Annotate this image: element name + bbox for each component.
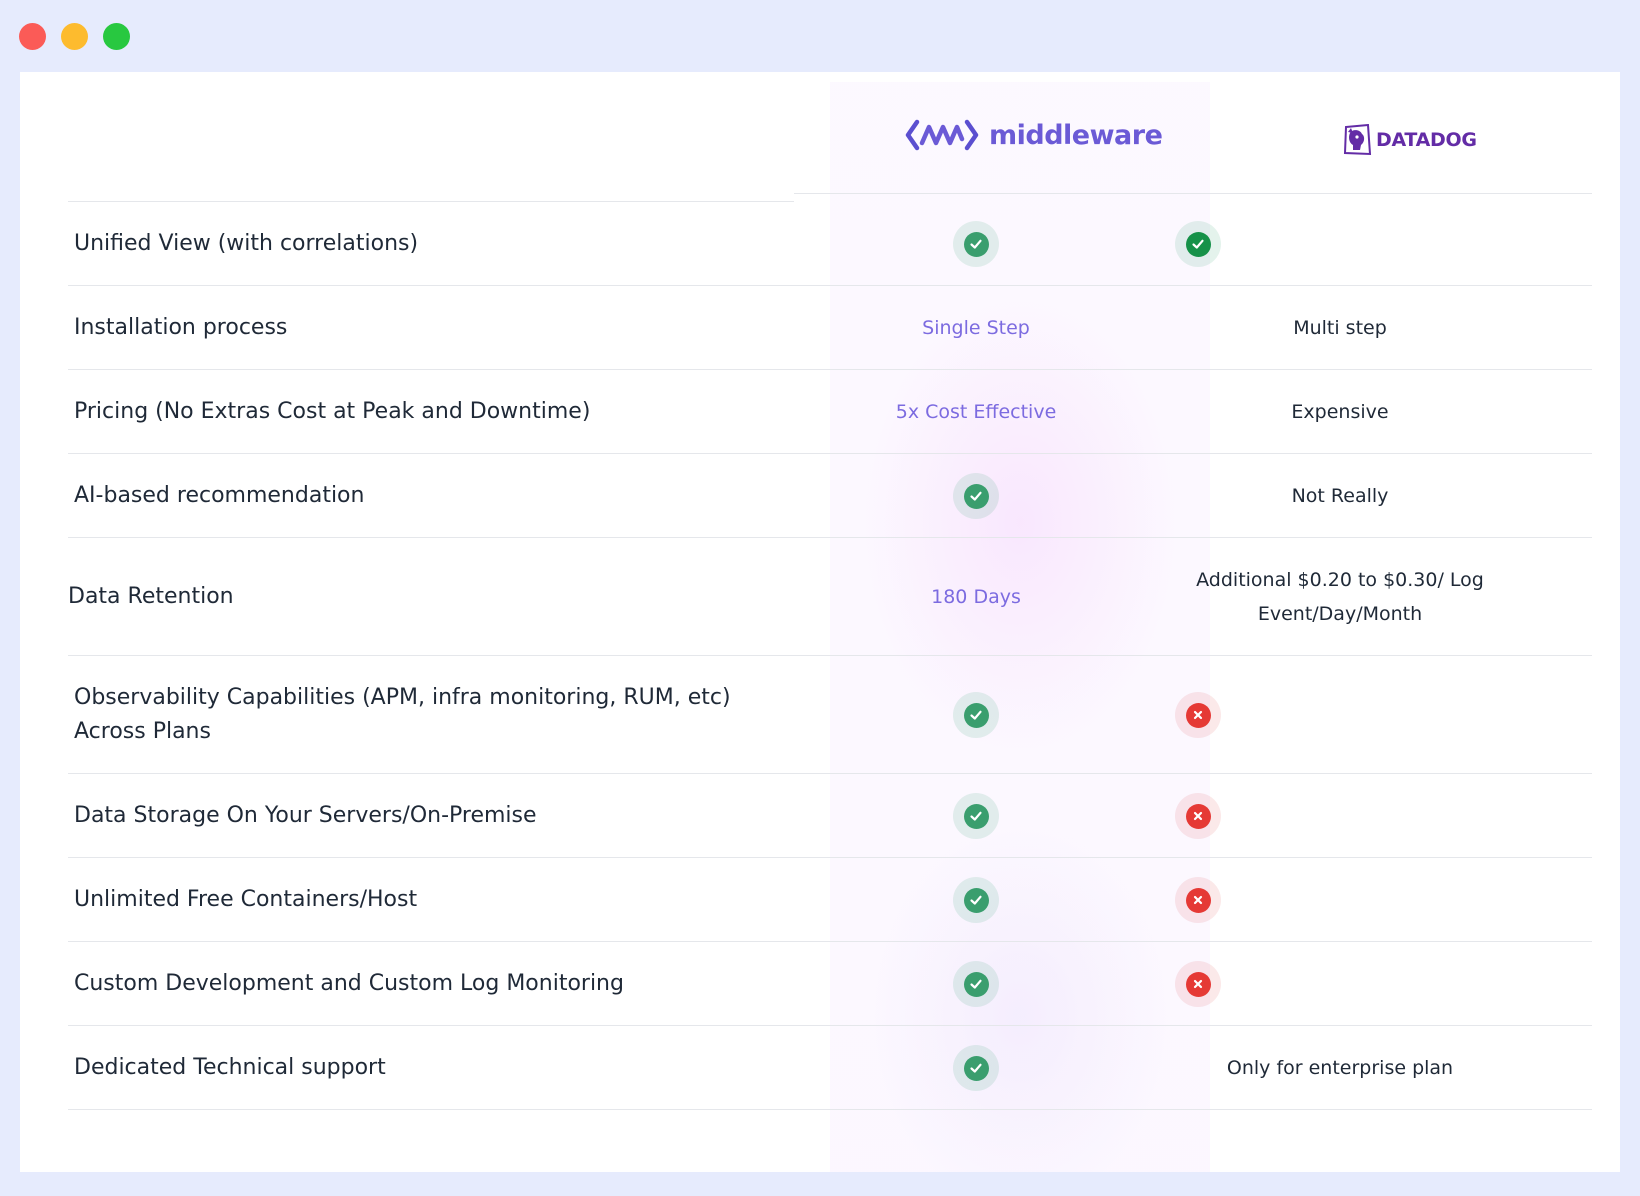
cross-icon xyxy=(1175,961,1221,1007)
comparison-row: Unlimited Free Containers/Host xyxy=(20,858,1620,942)
header-divider-right xyxy=(794,193,1592,194)
feature-label: Custom Development and Custom Log Monito… xyxy=(74,971,624,996)
feature-label: Data Retention xyxy=(68,584,234,609)
middleware-value: 5x Cost Effective xyxy=(895,401,1057,423)
row-divider xyxy=(68,369,1592,370)
datadog-value: Expensive xyxy=(1291,401,1389,423)
comparison-row: AI-based recommendation Not Really xyxy=(20,454,1620,538)
feature-label: AI-based recommendation xyxy=(74,483,365,508)
datadog-cell xyxy=(1175,877,1505,923)
check-icon xyxy=(953,793,999,839)
feature-label: Data Storage On Your Servers/On-Premise xyxy=(74,803,537,828)
datadog-cell: Multi step xyxy=(1175,311,1505,345)
row-divider xyxy=(68,537,1592,538)
middleware-logo: middleware xyxy=(905,118,1163,152)
row-divider xyxy=(68,655,1592,656)
check-icon xyxy=(953,1045,999,1091)
datadog-dog-icon xyxy=(1343,124,1372,156)
comparison-row: Pricing (No Extras Cost at Peak and Down… xyxy=(20,370,1620,454)
comparison-panel: middleware DATADOG Unified View (with co… xyxy=(20,72,1620,1172)
window-controls xyxy=(19,23,130,50)
row-divider xyxy=(68,1109,1592,1110)
middleware-cell xyxy=(953,221,999,267)
middleware-cell xyxy=(953,877,999,923)
middleware-logo-text: middleware xyxy=(989,119,1163,151)
middleware-cell: 5x Cost Effective xyxy=(896,395,1057,429)
datadog-cell xyxy=(1175,793,1505,839)
row-divider xyxy=(68,773,1592,774)
feature-label: Unified View (with correlations) xyxy=(74,231,419,256)
datadog-cell: Additional $0.20 to $0.30/ Log Event/Day… xyxy=(1175,563,1505,631)
datadog-value: Additional $0.20 to $0.30/ Log Event/Day… xyxy=(1196,569,1484,625)
datadog-value: Only for enterprise plan xyxy=(1226,1057,1454,1079)
datadog-cell: Expensive xyxy=(1175,395,1505,429)
comparison-row: Installation process Single Step Multi ste… xyxy=(20,286,1620,370)
datadog-logo-text: DATADOG xyxy=(1376,129,1477,151)
header-divider-left xyxy=(68,201,794,202)
comparison-row: Data Storage On Your Servers/On-Premise xyxy=(20,774,1620,858)
datadog-value: Multi step xyxy=(1293,317,1387,339)
cross-icon xyxy=(1175,793,1221,839)
feature-label: Unlimited Free Containers/Host xyxy=(74,887,418,912)
datadog-cell xyxy=(1175,692,1505,738)
middleware-cell xyxy=(953,1045,999,1091)
check-icon xyxy=(953,473,999,519)
comparison-rows: Unified View (with correlations) Installa… xyxy=(20,202,1620,1110)
comparison-row: Observability Capabilities (APM, infra m… xyxy=(20,656,1620,774)
feature-label: Installation process xyxy=(74,315,288,340)
comparison-row: Unified View (with correlations) xyxy=(20,202,1620,286)
middleware-cell: 180 Days xyxy=(931,580,1021,614)
cross-icon xyxy=(1175,877,1221,923)
maximize-window-button[interactable] xyxy=(103,23,130,50)
comparison-row: Dedicated Technical support Only for ente… xyxy=(20,1026,1620,1110)
comparison-row: Data Retention 180 Days Additional $0.20 t… xyxy=(20,538,1620,656)
feature-label: Dedicated Technical support xyxy=(74,1055,386,1080)
cross-icon xyxy=(1175,692,1221,738)
middleware-cell xyxy=(953,793,999,839)
datadog-cell xyxy=(1175,221,1505,267)
close-window-button[interactable] xyxy=(19,23,46,50)
middleware-cell xyxy=(953,692,999,738)
middleware-value: Single Step xyxy=(922,317,1030,339)
check-icon xyxy=(953,961,999,1007)
middleware-cell: Single Step xyxy=(922,311,1030,345)
datadog-cell: Not Really xyxy=(1175,479,1505,513)
middleware-value: 180 Days xyxy=(931,586,1021,608)
row-divider xyxy=(68,857,1592,858)
row-divider xyxy=(68,285,1592,286)
comparison-header: middleware DATADOG xyxy=(20,72,1620,202)
datadog-cell xyxy=(1175,961,1505,1007)
datadog-cell: Only for enterprise plan xyxy=(1175,1051,1505,1085)
comparison-row: Custom Development and Custom Log Monito… xyxy=(20,942,1620,1026)
row-divider xyxy=(68,941,1592,942)
datadog-value: Not Really xyxy=(1291,485,1389,507)
check-icon xyxy=(953,692,999,738)
check-icon xyxy=(953,877,999,923)
check-icon xyxy=(1175,221,1221,267)
feature-label: Pricing (No Extras Cost at Peak and Down… xyxy=(74,399,591,424)
middleware-cell xyxy=(953,961,999,1007)
feature-label: Observability Capabilities (APM, infra m… xyxy=(74,685,731,744)
row-divider xyxy=(68,453,1592,454)
middleware-mark-icon xyxy=(905,119,979,151)
middleware-cell xyxy=(953,473,999,519)
minimize-window-button[interactable] xyxy=(61,23,88,50)
check-icon xyxy=(953,221,999,267)
datadog-logo: DATADOG xyxy=(1342,124,1477,156)
row-divider xyxy=(68,1025,1592,1026)
